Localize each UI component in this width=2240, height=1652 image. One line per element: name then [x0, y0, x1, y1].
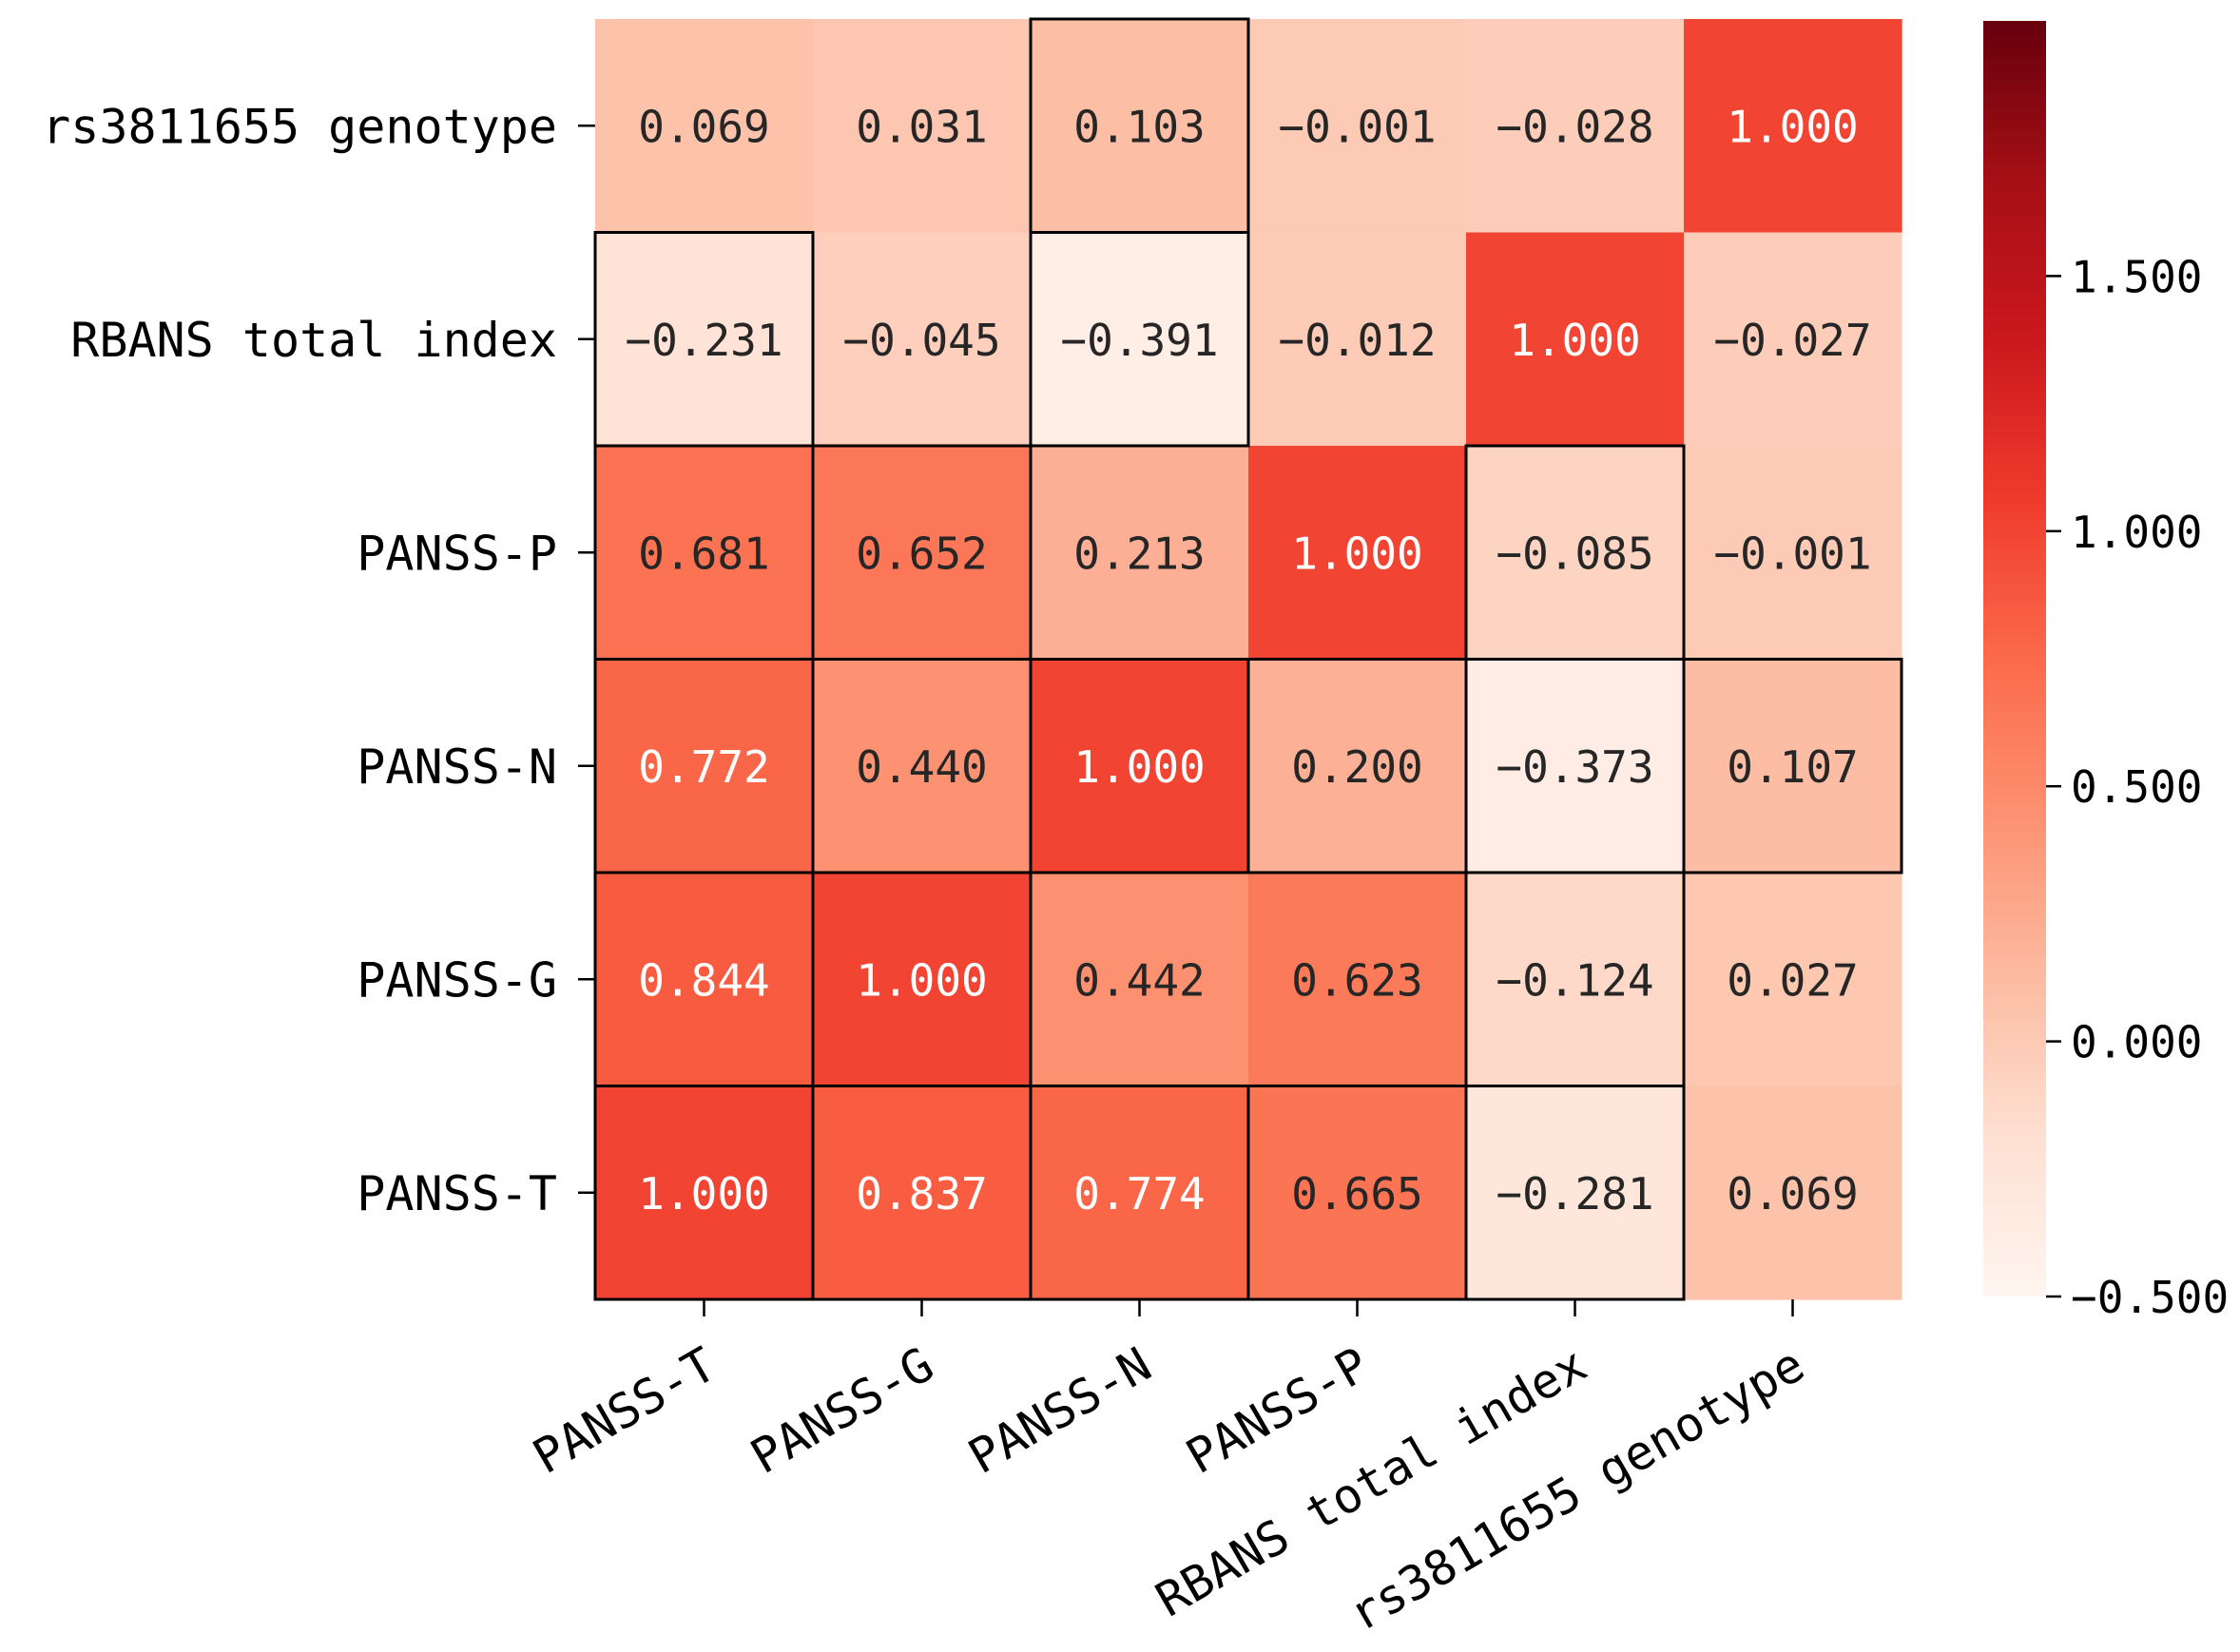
x-tick-label: PANSS-P: [1177, 1336, 1378, 1485]
cell-value-label: 0.031: [856, 101, 987, 152]
cell-value-label: 0.440: [856, 741, 987, 793]
cell-value-label: −0.001: [1278, 101, 1436, 152]
heatmap-cell: [1466, 659, 1685, 874]
heatmap-cell: [1248, 1085, 1467, 1300]
cell-value-label: 1.000: [1509, 315, 1640, 366]
cell-value-label: −0.231: [625, 315, 782, 366]
heatmap-cell: [595, 873, 814, 1087]
x-tick-label: PANSS-G: [742, 1336, 942, 1485]
cell-value-label: −0.045: [842, 315, 1000, 366]
heatmap-cell: [1248, 19, 1467, 234]
cell-value-label: −0.373: [1496, 741, 1653, 793]
cell-value-label: 0.069: [1727, 1168, 1858, 1220]
heatmap-cell: [1466, 232, 1685, 447]
heatmap-cell: [1684, 232, 1902, 447]
highlight-border: [1029, 231, 1250, 448]
y-tick-label: RBANS total index: [70, 313, 557, 368]
y-axis: rs3811655 genotype RBANS total index PANSS…: [42, 99, 595, 1221]
colorbar-tick-label: 1.500: [2071, 251, 2202, 302]
cell-value-label: 0.837: [856, 1168, 987, 1220]
cell-value-label: −0.001: [1713, 528, 1871, 579]
cell-value-label: 0.665: [1291, 1168, 1422, 1220]
cell-value-label: −0.085: [1496, 528, 1653, 579]
colorbar-tick-label: −0.500: [2071, 1272, 2229, 1323]
cell-value-label: 1.000: [638, 1168, 769, 1220]
heatmap-cell: [1466, 1085, 1685, 1300]
cell-value-label: 0.200: [1291, 741, 1422, 793]
cell-value-label: 0.681: [638, 528, 769, 579]
cell-value-label: 0.442: [1073, 954, 1205, 1006]
heatmap-cell: [1684, 873, 1902, 1087]
cell-value-label: 1.000: [1073, 741, 1205, 793]
cell-value-label: 0.623: [1291, 954, 1422, 1006]
colorbar-gradient: [1983, 21, 2046, 1297]
heatmap-cell: [1466, 446, 1685, 661]
colorbar-tick-label: 0.500: [2071, 761, 2202, 813]
colorbar: −0.500 0.000 0.500 1.000 1.500: [1983, 21, 2229, 1323]
heatmap-cell: [595, 19, 814, 234]
heatmap-cell: [1031, 1085, 1249, 1300]
heatmap-cells: [595, 19, 1902, 1300]
heatmap-cell: [1031, 446, 1249, 661]
heatmap-cell: [1466, 19, 1685, 234]
cell-value-label: 1.000: [1291, 528, 1422, 579]
cell-value-label: 1.000: [856, 954, 987, 1006]
cell-value-label: 0.844: [638, 954, 769, 1006]
cell-value-label: −0.391: [1060, 315, 1218, 366]
heatmap-cell: [595, 1085, 814, 1300]
heatmap-cell: [1248, 446, 1467, 661]
y-tick-label: PANSS-G: [357, 952, 557, 1008]
cell-value-label: −0.124: [1496, 954, 1653, 1006]
cell-value-label: −0.028: [1496, 101, 1653, 152]
heatmap-cell: [595, 232, 814, 447]
cell-value-label: −0.281: [1496, 1168, 1653, 1220]
cell-value-label: 0.027: [1727, 954, 1858, 1006]
y-tick-label: rs3811655 genotype: [42, 99, 557, 154]
x-tick-label: PANSS-T: [524, 1336, 724, 1485]
colorbar-tick-label: 1.000: [2071, 507, 2202, 558]
heatmap-cell: [1248, 232, 1467, 447]
cell-value-label: −0.012: [1278, 315, 1436, 366]
heatmap-cell: [813, 19, 1032, 234]
heatmap-cell: [813, 873, 1032, 1087]
heatmap-cell: [1248, 659, 1467, 874]
heatmap-cell: [1031, 19, 1249, 234]
highlight-borders: [593, 17, 1903, 1301]
heatmap-cell: [813, 446, 1032, 661]
y-tick-label: PANSS-T: [357, 1166, 557, 1221]
cell-value-label: 0.774: [1073, 1168, 1205, 1220]
heatmap-cell: [1684, 659, 1902, 874]
heatmap-cell: [595, 446, 814, 661]
cell-value-label: 0.107: [1727, 741, 1858, 793]
heatmap-cell: [1684, 19, 1902, 234]
cell-value-label: −0.027: [1713, 315, 1871, 366]
heatmap-cell: [1466, 873, 1685, 1087]
heatmap-cell: [595, 659, 814, 874]
heatmap-cell: [1031, 659, 1249, 874]
x-tick-label: PANSS-N: [959, 1336, 1160, 1485]
heatmap-cell: [813, 232, 1032, 447]
heatmap-cell: [813, 659, 1032, 874]
heatmap-cell: [813, 1085, 1032, 1300]
cell-value-label: 1.000: [1727, 101, 1858, 152]
heatmap-cell: [1031, 232, 1249, 447]
heatmap-cell: [1684, 446, 1902, 661]
heatmap-cell: [1248, 873, 1467, 1087]
cell-value-label: 0.213: [1073, 528, 1205, 579]
cell-value-label: 0.772: [638, 741, 769, 793]
y-tick-label: PANSS-P: [357, 526, 557, 581]
cell-value-label: 0.069: [638, 101, 769, 152]
cell-value-label: 0.652: [856, 528, 987, 579]
heatmap-cell: [1031, 873, 1249, 1087]
colorbar-tick-label: 0.000: [2071, 1017, 2202, 1068]
highlight-border: [1682, 658, 1903, 874]
cell-value-label: 0.103: [1073, 101, 1205, 152]
y-tick-label: PANSS-N: [357, 740, 557, 795]
heatmap-cell-labels: 0.069 0.031 0.103 −0.001 −0.028 1.000 −0.231 −0…: [625, 101, 1871, 1220]
heatmap-cell: [1684, 1085, 1902, 1300]
